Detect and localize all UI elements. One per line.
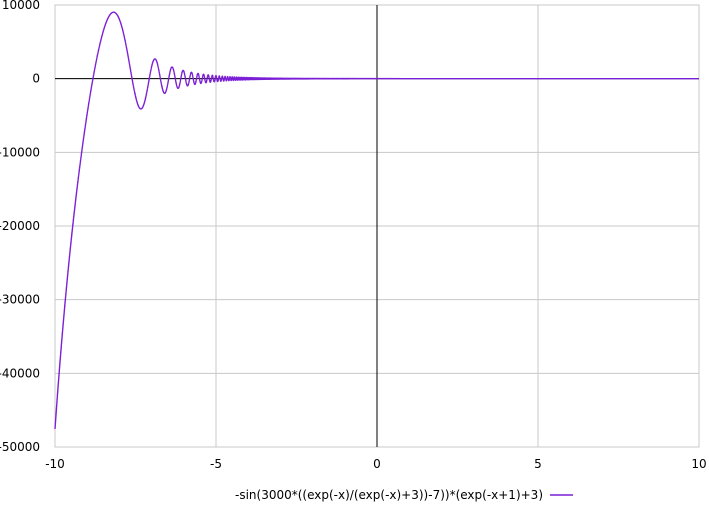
series-line — [54, 11, 700, 430]
y-tick-label: -10000 — [0, 145, 40, 159]
x-tick-label: -10 — [45, 457, 65, 471]
y-tick-label: -40000 — [0, 366, 40, 380]
legend-label: -sin(3000*((exp(-x)/(exp(-x)+3))-7))*(ex… — [235, 488, 543, 502]
series-layer — [54, 11, 700, 430]
y-tick-label: 10000 — [2, 0, 40, 12]
x-tick-labels: -10 -5 0 5 10 — [45, 457, 706, 471]
y-tick-label: -30000 — [0, 293, 40, 307]
x-tick-label: -5 — [210, 457, 222, 471]
y-tick-label: -20000 — [0, 219, 40, 233]
x-tick-label: 10 — [691, 457, 706, 471]
x-tick-label: 5 — [534, 457, 542, 471]
y-tick-label: -50000 — [0, 440, 40, 454]
legend: -sin(3000*((exp(-x)/(exp(-x)+3))-7))*(ex… — [235, 488, 573, 502]
y-tick-label: 0 — [32, 72, 40, 86]
y-tick-labels: 10000 0 -10000 -20000 -30000 -40000 -50000 — [0, 0, 40, 454]
x-tick-label: 0 — [373, 457, 381, 471]
